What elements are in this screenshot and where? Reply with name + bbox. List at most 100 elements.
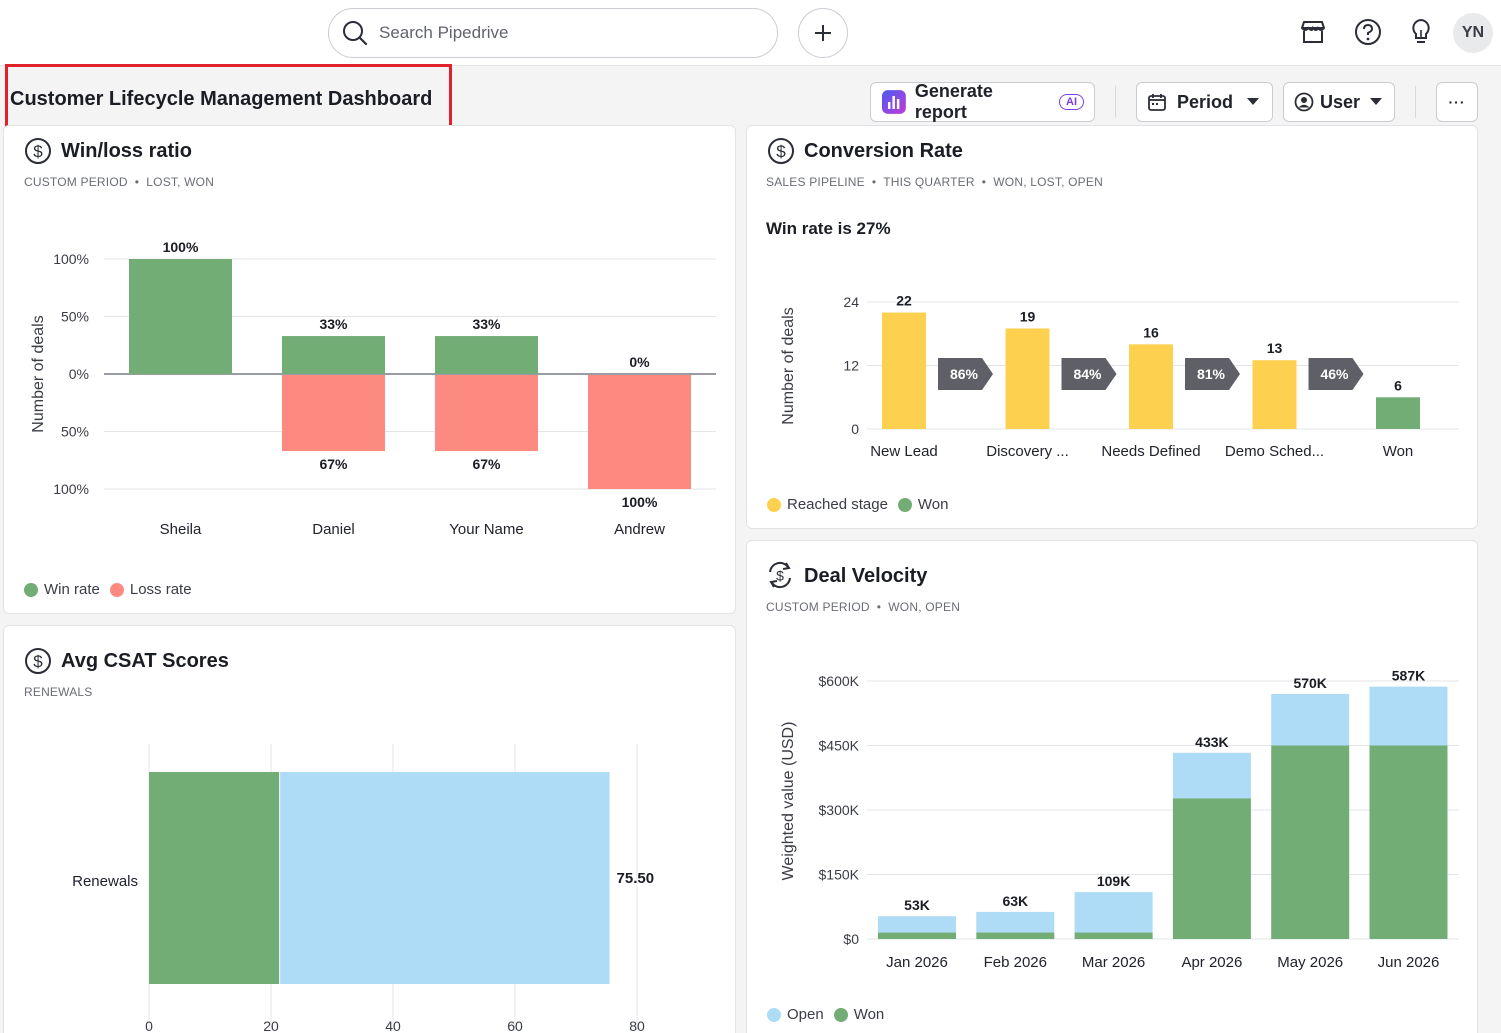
conversion-legend: Reached stage Won — [767, 496, 958, 513]
y-tick-label: 50% — [61, 309, 89, 325]
widget-title: Avg CSAT Scores — [61, 650, 229, 672]
add-button[interactable] — [798, 8, 848, 58]
x-category-label: Sheila — [160, 521, 202, 538]
won-bar-segment — [1271, 745, 1350, 939]
legend-item-won[interactable]: Won — [897, 496, 948, 513]
toolbar-divider — [1115, 86, 1116, 118]
legend-item-loss[interactable]: Loss rate — [109, 581, 192, 598]
avatar[interactable]: YN — [1453, 13, 1493, 53]
conversion-arrow — [938, 358, 993, 390]
y-tick-label: $150K — [819, 867, 860, 883]
x-category-label: Mar 2026 — [1082, 954, 1145, 971]
open-bar-segment — [1369, 686, 1448, 746]
won-bar-segment — [1369, 745, 1448, 939]
period-dropdown[interactable]: Period — [1136, 82, 1273, 122]
tips-button[interactable] — [1406, 17, 1436, 47]
x-tick-label: 20 — [263, 1018, 279, 1033]
svg-text:$: $ — [776, 568, 784, 584]
calendar-icon — [1148, 94, 1166, 111]
x-category-label: Feb 2026 — [984, 954, 1047, 971]
bar-value-label: 22 — [896, 293, 912, 309]
loss-bar — [282, 375, 385, 452]
legend-item-reached[interactable]: Reached stage — [767, 496, 888, 513]
search-icon — [343, 21, 368, 46]
x-category-label: Daniel — [312, 521, 355, 538]
search-box[interactable] — [328, 8, 778, 58]
velocity-card[interactable]: $ Deal Velocity CUSTOM PERIOD • WON, OPE… — [746, 540, 1478, 1033]
won-bar-segment — [1074, 932, 1153, 939]
conversion-card[interactable]: $ Conversion Rate SALES PIPELINE • THIS … — [746, 125, 1478, 529]
recurring-dollar-icon: $ — [769, 561, 791, 589]
y-tick-label: $0 — [843, 931, 859, 947]
bar-value-label: 13 — [1267, 340, 1283, 356]
y-tick-label: $300K — [819, 802, 860, 818]
search-input[interactable] — [379, 23, 749, 43]
win-bar — [129, 259, 232, 374]
open-bar-segment — [1271, 693, 1350, 746]
loss-bar — [435, 375, 538, 452]
top-bar: YN — [0, 0, 1501, 66]
generate-report-label: Generate report — [914, 81, 993, 122]
marketplace-button[interactable] — [1298, 17, 1328, 47]
y-tick-label: 12 — [843, 358, 859, 374]
more-options-button[interactable]: ··· — [1436, 82, 1478, 122]
x-category-label: Apr 2026 — [1181, 954, 1242, 971]
help-button[interactable] — [1353, 17, 1383, 47]
winloss-legend: Win rate Loss rate — [24, 581, 202, 598]
y-axis-label: Number of deals — [780, 307, 797, 424]
x-category-label: New Lead — [870, 443, 938, 460]
ai-badge: AI — [1059, 94, 1084, 110]
won-bar — [1376, 397, 1420, 429]
x-category-label: Discovery ... — [986, 443, 1069, 460]
x-category-label: Jun 2026 — [1378, 954, 1440, 971]
x-category-label: May 2026 — [1277, 954, 1343, 971]
lightbulb-icon — [1412, 18, 1430, 43]
legend-item-won[interactable]: Won — [833, 1006, 884, 1023]
period-label: Period — [1177, 91, 1234, 112]
won-bar-segment — [976, 932, 1055, 939]
win-value-label: 33% — [319, 316, 348, 332]
conversion-chart: 0 12 24 Number of deals 22 New Lead 19 Discover… — [780, 293, 1459, 460]
svg-text:$: $ — [776, 142, 786, 161]
loss-bar — [588, 375, 691, 489]
open-bar-segment — [878, 916, 956, 933]
open-bar-segment — [1172, 752, 1251, 799]
bar-value-label: 16 — [1143, 324, 1159, 340]
total-value-label: 433K — [1195, 734, 1228, 750]
widget-title: Deal Velocity — [804, 565, 928, 587]
win-bar — [435, 336, 538, 374]
x-category-label: Won — [1383, 443, 1414, 460]
loss-value-label: 100% — [622, 494, 658, 510]
velocity-legend: Open Won — [767, 1006, 894, 1023]
x-tick-label: 40 — [385, 1018, 401, 1033]
widget-subtitle: SALES PIPELINE • THIS QUARTER • WON, LOS… — [766, 175, 1103, 189]
y-tick-label: 100% — [53, 251, 89, 267]
y-tick-label: 24 — [843, 294, 859, 310]
csat-card[interactable]: $ Avg CSAT Scores RENEWALS 0 20 40 60 80 75.5… — [3, 625, 736, 1033]
reached-stage-bar — [1005, 328, 1050, 429]
win-value-label: 33% — [472, 316, 501, 332]
user-label: User — [1320, 91, 1361, 112]
total-value-label: 63K — [1002, 893, 1028, 909]
svg-text:$: $ — [33, 652, 43, 671]
win-value-label: 100% — [163, 239, 199, 255]
x-category-label: Your Name — [449, 521, 524, 538]
svg-text:$: $ — [33, 142, 43, 161]
win-bar — [282, 336, 385, 374]
widget-subtitle: CUSTOM PERIOD • LOST, WON — [24, 175, 215, 189]
reached-stage-bar — [1252, 360, 1297, 429]
user-dropdown[interactable]: User — [1283, 82, 1395, 122]
caret-down-icon — [1370, 98, 1383, 105]
loss-value-label: 67% — [472, 456, 501, 472]
x-category-label: Jan 2026 — [886, 954, 948, 971]
help-icon — [1355, 19, 1381, 45]
legend-item-win[interactable]: Win rate — [24, 581, 100, 598]
toolbar-divider — [1415, 86, 1416, 118]
generate-report-button[interactable]: Generate report AI — [870, 81, 1095, 122]
winloss-chart: 100% 50% 0% 50% 100% Number of deals 100% Sheil… — [30, 239, 716, 538]
reached-stage-bar — [1129, 344, 1173, 429]
page-title: Customer Lifecycle Management Dashboard — [10, 88, 433, 110]
winloss-card[interactable]: $ Win/loss ratio CUSTOM PERIOD • LOST, W… — [3, 125, 736, 614]
conversion-arrow — [1185, 358, 1240, 390]
legend-item-open[interactable]: Open — [767, 1006, 824, 1023]
